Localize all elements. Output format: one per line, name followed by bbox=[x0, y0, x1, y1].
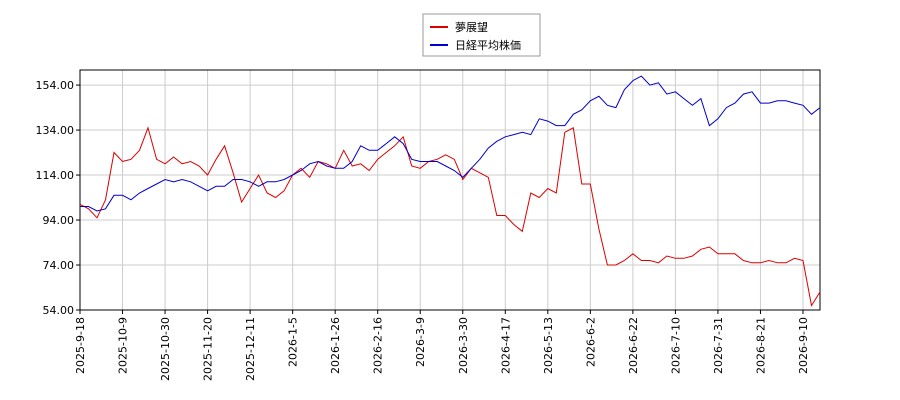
y-tick-label: 134.00 bbox=[36, 124, 75, 137]
x-tick-label: 2026-2-16 bbox=[372, 317, 385, 374]
x-tick-label: 2026-3-9 bbox=[414, 317, 427, 367]
y-tick-label: 74.00 bbox=[43, 259, 75, 272]
y-tick-label: 114.00 bbox=[36, 169, 75, 182]
x-tick-label: 2026-7-31 bbox=[712, 317, 725, 374]
x-tick-label: 2026-6-22 bbox=[627, 317, 640, 374]
legend-label: 日経平均株価 bbox=[455, 38, 521, 52]
x-tick-label: 2025-9-18 bbox=[74, 317, 87, 374]
x-tick-label: 2026-8-21 bbox=[754, 317, 767, 374]
x-tick-label: 2026-3-30 bbox=[457, 317, 470, 374]
legend-box bbox=[422, 13, 541, 57]
y-tick-label: 94.00 bbox=[43, 214, 75, 227]
x-tick-label: 2026-4-17 bbox=[499, 317, 512, 374]
x-tick-label: 2026-1-26 bbox=[329, 317, 342, 374]
series-line bbox=[79, 126, 821, 307]
x-tick-label: 2025-12-11 bbox=[244, 317, 257, 381]
x-tick-label: 2026-6-2 bbox=[584, 317, 597, 367]
plot-frame bbox=[79, 69, 821, 311]
series-line bbox=[80, 75, 821, 212]
legend-label: 夢展望 bbox=[455, 21, 488, 34]
x-tick-label: 2025-10-9 bbox=[117, 317, 130, 374]
y-tick-label: 154.00 bbox=[36, 79, 75, 92]
x-tick-label: 2026-1-5 bbox=[287, 317, 300, 367]
y-tick-label: 54.00 bbox=[43, 304, 75, 317]
x-tick-label: 2025-10-30 bbox=[159, 317, 172, 381]
x-tick-label: 2025-11-20 bbox=[202, 317, 215, 381]
x-tick-label: 2026-9-10 bbox=[797, 317, 810, 374]
x-tick-label: 2026-5-13 bbox=[542, 317, 555, 374]
x-tick-label: 2026-7-10 bbox=[669, 317, 682, 374]
